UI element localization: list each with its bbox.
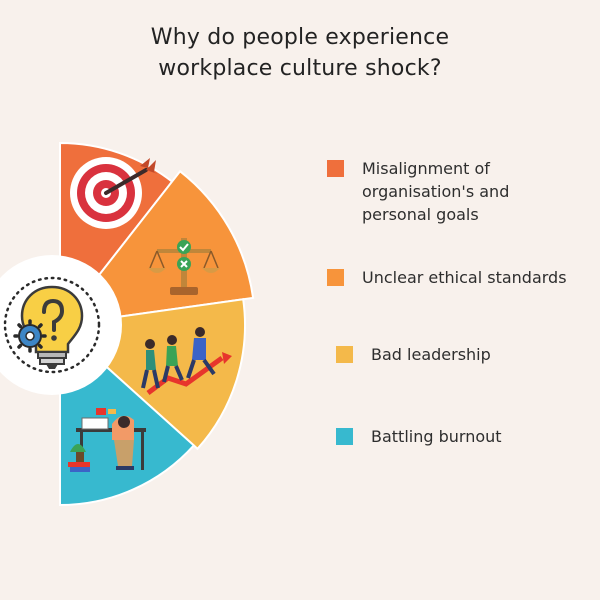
page-title: Why do people experience workplace cultu… [0,22,600,84]
tired-worker-desk-icon [68,408,146,472]
target-arrow-icon [70,157,158,229]
legend-label-burnout: Battling burnout [371,427,502,446]
title-line-1: Why do people experience [150,25,450,50]
legend-swatch-leadership [336,346,353,363]
balance-scale-icon [148,238,220,295]
legend-swatch-goals [327,160,344,177]
legend-label-ethics: Unclear ethical standards [362,268,567,287]
gear-icon [13,319,47,353]
title-line-2: workplace culture shock? [158,56,442,81]
legend-label-goals: Misalignment of organisation's and perso… [362,159,510,224]
legend-item-ethics: Unclear ethical standards [327,266,567,289]
legend-label-leadership: Bad leadership [371,345,491,364]
legend-swatch-ethics [327,269,344,286]
legend-swatch-burnout [336,428,353,445]
lightbulb-question-gear-icon [3,276,101,374]
legend-item-leadership: Bad leadership [336,343,491,366]
legend-item-goals: Misalignment of organisation's and perso… [327,157,509,226]
running-team-icon [141,327,232,395]
legend-item-burnout: Battling burnout [336,425,502,448]
